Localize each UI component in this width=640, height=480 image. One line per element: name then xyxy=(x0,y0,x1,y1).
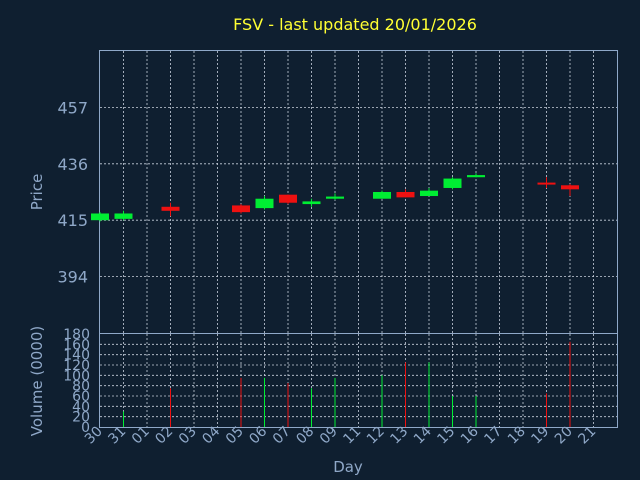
volume-tick-label: 160 xyxy=(63,337,90,353)
candle-body xyxy=(232,205,250,213)
candle-body xyxy=(373,192,391,199)
price-axis-label: Price xyxy=(28,174,46,211)
x-axis-label: Day xyxy=(333,458,363,476)
candle-body xyxy=(443,178,462,188)
candle-body xyxy=(467,175,485,178)
candle-body xyxy=(279,194,297,203)
volume-tick-label: 140 xyxy=(63,348,90,364)
chart-title: FSV - last updated 20/01/2026 xyxy=(233,15,477,34)
candle-body xyxy=(302,201,321,205)
volume-panel-frame xyxy=(99,333,618,428)
price-grid xyxy=(100,51,617,333)
volume-tick-label: 0 xyxy=(81,420,90,436)
volume-tick-label: 60 xyxy=(72,389,90,405)
price-tick-label: 457 xyxy=(57,98,88,117)
candle-body xyxy=(114,213,133,219)
candle-body xyxy=(537,182,556,185)
candle-body xyxy=(420,190,438,197)
candles xyxy=(91,173,579,222)
candle-body xyxy=(161,206,180,211)
candle-body xyxy=(91,213,109,221)
volume-bars xyxy=(123,341,571,427)
price-tick-label: 394 xyxy=(57,268,88,287)
volume-grid xyxy=(100,334,617,427)
volume-tick-label: 20 xyxy=(72,410,90,426)
candle-body xyxy=(561,185,579,190)
volume-tick-label: 100 xyxy=(63,368,90,384)
candle-body xyxy=(396,192,415,198)
volume-tick-label: 40 xyxy=(72,399,90,415)
volume-tick-label: 80 xyxy=(72,379,90,395)
price-tick-label: 415 xyxy=(57,211,88,230)
volume-tick-label: 180 xyxy=(63,327,90,343)
price-axis-ticks: 394 415 436 457 xyxy=(57,98,88,286)
volume-axis-label: Volume (0000) xyxy=(28,326,46,436)
candle-body xyxy=(255,198,274,209)
price-tick-label: 436 xyxy=(57,155,88,174)
volume-tick-label: 120 xyxy=(63,358,90,374)
candle-body xyxy=(326,196,344,199)
